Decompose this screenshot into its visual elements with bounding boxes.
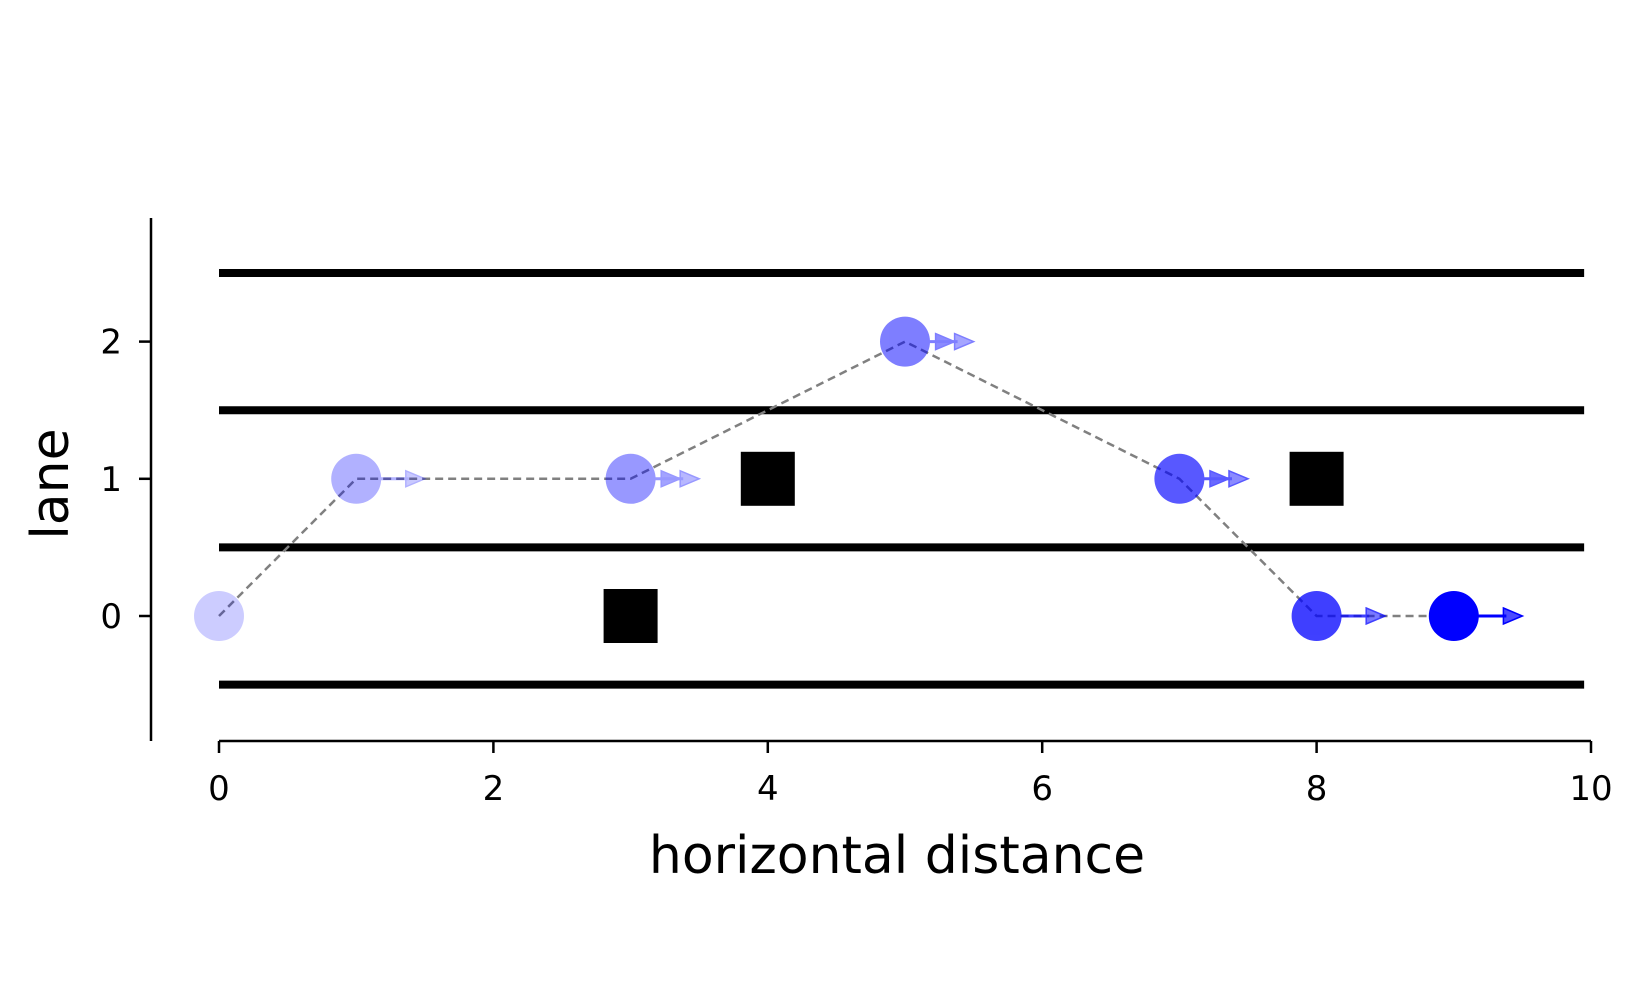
trajectory-points xyxy=(194,316,1525,641)
x-tick-label: 2 xyxy=(483,769,505,809)
arrow-head xyxy=(1502,606,1525,626)
axes: 0 2 4 6 8 10 0 1 2 xyxy=(100,218,1613,809)
y-ticks: 0 1 2 xyxy=(100,323,151,637)
point-marker xyxy=(605,453,656,504)
trajectory-point-1 xyxy=(331,453,427,504)
arrow-head xyxy=(679,469,702,488)
x-ticks: 0 2 4 6 8 10 xyxy=(208,741,1613,809)
point-marker xyxy=(331,453,382,504)
x-axis-label: horizontal distance xyxy=(649,826,1145,886)
point-marker xyxy=(194,591,244,641)
arrow-head xyxy=(1365,606,1388,626)
arrow-head xyxy=(405,469,427,488)
x-tick-label: 6 xyxy=(1031,769,1053,809)
x-tick-label: 8 xyxy=(1306,769,1328,809)
arrow-head xyxy=(1228,469,1250,488)
trajectory-point-0 xyxy=(194,591,244,641)
obstacle-1 xyxy=(740,451,795,506)
arrow-head xyxy=(1209,469,1231,488)
trajectory-point-3 xyxy=(880,316,976,367)
arrow-head xyxy=(934,332,957,351)
y-tick-label: 1 xyxy=(100,460,122,500)
x-tick-label: 0 xyxy=(208,769,230,809)
y-tick-label: 0 xyxy=(100,597,122,637)
x-tick-label: 4 xyxy=(757,769,779,809)
arrow-head xyxy=(660,469,683,488)
y-tick-label: 2 xyxy=(100,323,122,363)
arrow-head xyxy=(953,332,976,351)
trajectory-point-2 xyxy=(605,453,702,504)
trajectory-point-6 xyxy=(1428,591,1525,641)
x-tick-label: 10 xyxy=(1569,769,1612,809)
trajectory-point-5 xyxy=(1291,591,1388,641)
obstacles xyxy=(603,451,1344,643)
obstacle-2 xyxy=(1289,451,1344,506)
lane-boundaries xyxy=(219,269,1585,689)
trajectory-point-4 xyxy=(1154,453,1250,504)
y-axis-label: lane xyxy=(21,428,81,539)
obstacle-0 xyxy=(603,589,658,643)
